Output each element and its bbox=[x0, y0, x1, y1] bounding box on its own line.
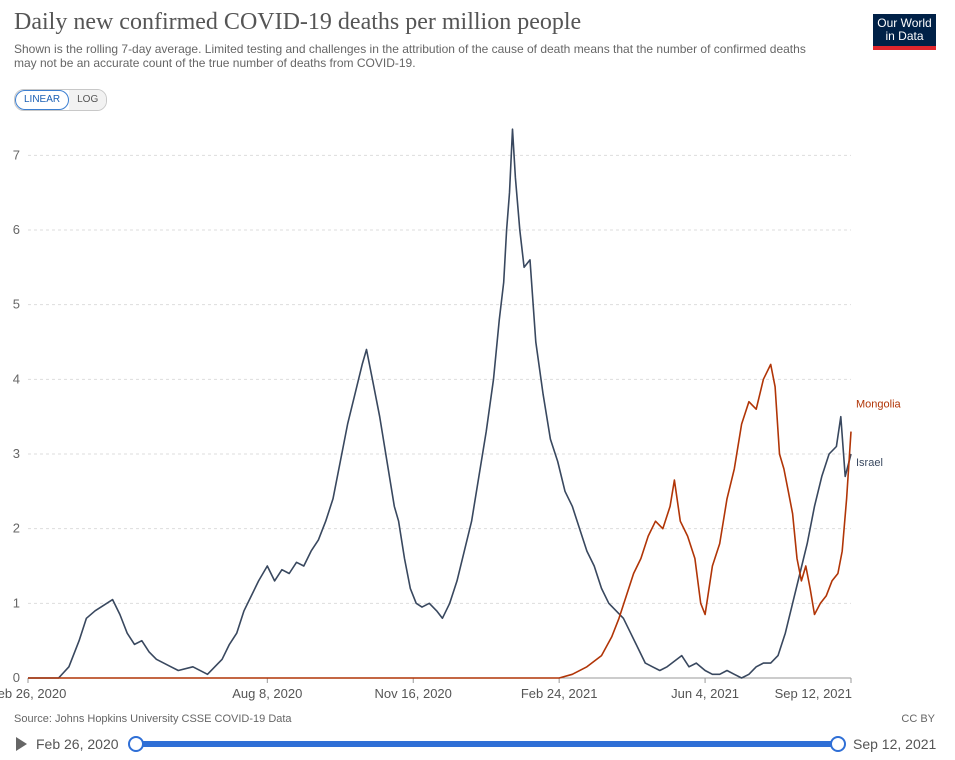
x-tick-label: Feb 26, 2020 bbox=[0, 686, 66, 701]
y-tick-label: 1 bbox=[13, 595, 20, 610]
line-chart: 0 1 2 3 4 5 6 7 Feb 26, 2020 Aug 8, 2020 Nov 16, … bbox=[0, 128, 902, 701]
y-axis-ticks: 0 1 2 3 4 5 6 7 bbox=[13, 147, 20, 685]
log-scale-button[interactable]: LOG bbox=[69, 90, 107, 110]
x-tick-label: Feb 24, 2021 bbox=[521, 686, 598, 701]
y-tick-label: 7 bbox=[13, 147, 20, 162]
x-tick-label: Jun 4, 2021 bbox=[671, 686, 739, 701]
scale-toggle: LINEAR LOG bbox=[14, 89, 108, 111]
logo-line-1: Our World bbox=[877, 16, 932, 30]
y-tick-label: 3 bbox=[13, 446, 20, 461]
chart-subtitle: Shown is the rolling 7-day average. Limi… bbox=[14, 42, 806, 70]
series-lines bbox=[28, 128, 852, 679]
x-tick-label: Nov 16, 2020 bbox=[375, 686, 452, 701]
timeline-end-handle[interactable] bbox=[830, 736, 846, 752]
linear-scale-button[interactable]: LINEAR bbox=[15, 90, 70, 110]
x-tick-label: Sep 12, 2021 bbox=[775, 686, 852, 701]
x-tick-label: Aug 8, 2020 bbox=[232, 686, 302, 701]
series-line-mongolia bbox=[28, 363, 852, 679]
owid-logo[interactable]: Our World in Data bbox=[873, 14, 936, 50]
y-tick-label: 2 bbox=[13, 521, 20, 536]
series-labels: Israel Mongolia bbox=[856, 398, 902, 469]
source-note[interactable]: Source: Johns Hopkins University CSSE CO… bbox=[14, 713, 292, 725]
logo-line-2: in Data bbox=[885, 29, 924, 43]
timeline-track[interactable] bbox=[135, 741, 837, 747]
series-label-israel: Israel bbox=[856, 457, 883, 469]
chart-title: Daily new confirmed COVID-19 deaths per … bbox=[14, 9, 582, 35]
timeline: Feb 26, 2020 Sep 12, 2021 bbox=[0, 728, 955, 760]
y-tick-label: 4 bbox=[13, 371, 20, 386]
timeline-start-label: Feb 26, 2020 bbox=[36, 736, 119, 752]
play-icon[interactable] bbox=[16, 737, 27, 751]
y-tick-label: 5 bbox=[13, 297, 20, 312]
y-tick-label: 0 bbox=[13, 670, 20, 685]
x-axis-ticks: Feb 26, 2020 Aug 8, 2020 Nov 16, 2020 Feb 2… bbox=[0, 678, 852, 701]
series-label-mongolia: Mongolia bbox=[856, 398, 902, 410]
timeline-start-handle[interactable] bbox=[128, 736, 144, 752]
grid-layer bbox=[28, 154, 851, 679]
y-tick-label: 6 bbox=[13, 222, 20, 237]
series-line-israel bbox=[28, 128, 852, 679]
license-link[interactable]: CC BY bbox=[901, 713, 935, 725]
timeline-end-label: Sep 12, 2021 bbox=[853, 736, 937, 752]
